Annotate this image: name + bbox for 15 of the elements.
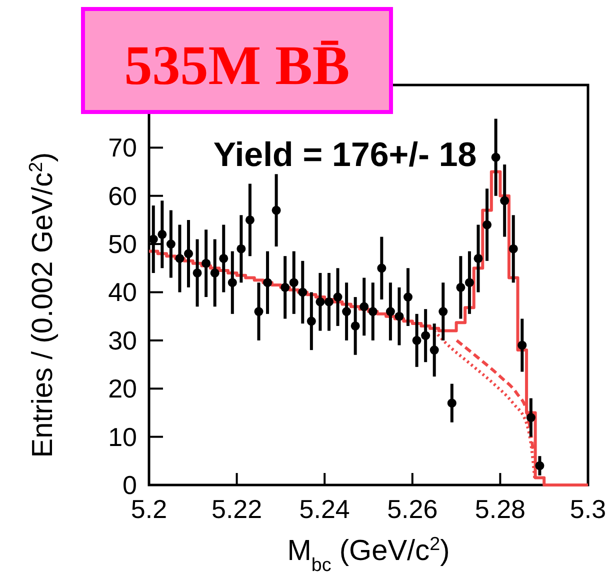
y-tick-label: 20	[108, 374, 137, 404]
y-tick-label: 30	[108, 325, 137, 356]
y-tick-label: 70	[108, 132, 137, 163]
chart-title: 535M BB̄	[124, 35, 350, 97]
x-tick-label: 5.22	[211, 494, 262, 524]
y-tick-label: 50	[108, 229, 137, 260]
y-tick-label: 40	[108, 277, 137, 308]
x-axis-title: M$_{bc}$ (GeV/c$^{2}$)	[287, 532, 450, 573]
y-tick-label: 10	[108, 422, 137, 452]
x-tick-label: 5.24	[299, 494, 350, 524]
annotation: Yield = 176+/- 18	[213, 136, 477, 174]
y-tick-label: 60	[108, 180, 137, 211]
x-tick-label: 5.28	[474, 494, 526, 524]
x-tick-label: 5.26	[387, 494, 438, 524]
x-tick-label: 5.3	[570, 494, 606, 524]
